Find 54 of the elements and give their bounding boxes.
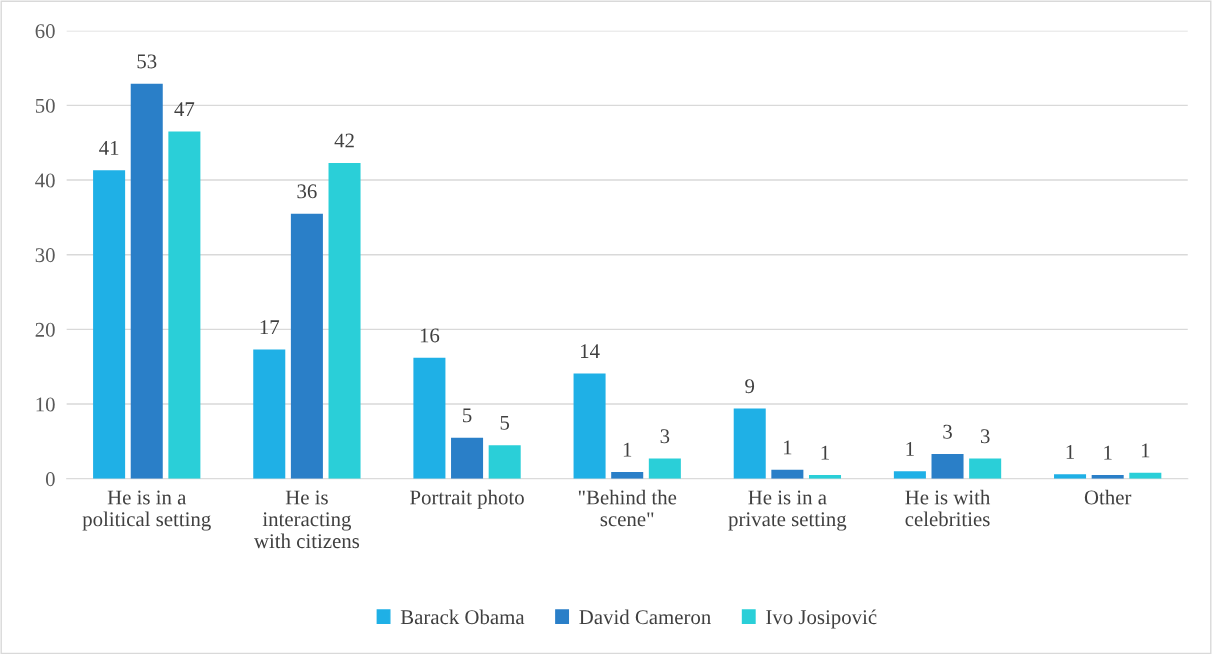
data-label: 16 [420,328,440,343]
data-label: 1 [623,442,632,457]
x-tick-label: "Behind the scene" [578,489,677,527]
bar [168,131,201,479]
x-tick-label: He is with celebrities [905,489,991,527]
data-label: 3 [980,429,990,444]
data-label: 1 [783,440,792,455]
bar [253,349,286,479]
y-tick-label: 10 [36,397,55,412]
y-tick-label: 30 [35,248,55,263]
y-tick-label: 40 [35,173,55,188]
bar [1054,474,1087,479]
data-label: 3 [660,429,670,444]
legend-label: David Cameron [579,609,711,625]
data-label: 53 [137,54,157,69]
bar [573,373,606,479]
data-label: 17 [260,320,280,335]
legend-label: Ivo Josipović [766,609,877,629]
x-tick-label: Portrait photo [410,489,524,509]
legend-label: Barack Obama [400,609,525,625]
bar [648,458,681,479]
data-label: 41 [99,141,119,155]
bar [931,454,964,479]
bar [93,170,126,479]
data-label: 9 [745,379,755,394]
x-tick-label: He is interacting with citizens [253,490,360,549]
bar [413,357,446,479]
data-label: 36 [297,184,317,199]
bar [733,408,766,479]
data-label: 1 [1141,443,1150,458]
data-label: 1 [821,445,829,460]
data-label: 47 [174,102,195,116]
bar [893,471,926,479]
y-tick-label: 60 [35,24,55,39]
data-label: 5 [500,415,510,430]
data-label: 42 [334,133,354,148]
y-tick-label: 20 [35,322,55,337]
data-label: 1 [1104,445,1112,460]
bar [290,213,323,479]
x-tick-label: He is in a private setting [728,490,847,531]
data-label: 14 [580,344,600,358]
x-tick-label: Other [1084,489,1132,505]
bar [488,445,521,479]
y-tick-label: 0 [45,472,55,487]
bar [328,162,361,479]
data-label: 3 [943,424,952,439]
x-tick-label: He is in a political setting [82,490,211,531]
bar [451,437,484,479]
y-tick-label: 50 [35,98,55,113]
data-label: 1 [1066,444,1074,459]
bar [969,458,1002,479]
data-label: 5 [463,408,472,423]
bar [130,83,163,479]
data-label: 1 [906,441,914,456]
